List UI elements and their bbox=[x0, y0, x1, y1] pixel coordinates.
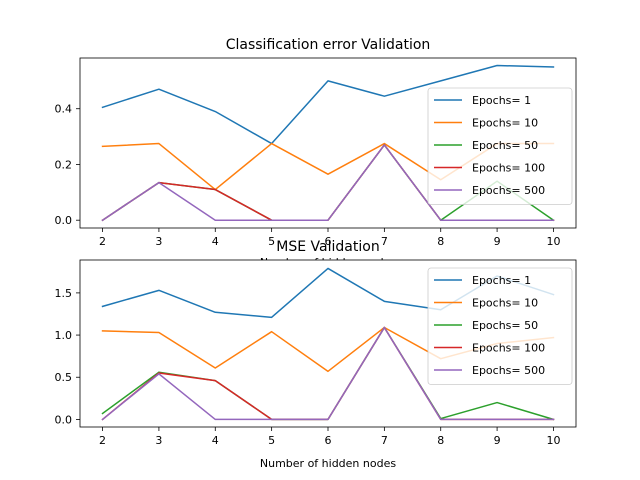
plot-area-border bbox=[79, 57, 577, 229]
x-axis-label: Number of hidden nodes bbox=[260, 457, 396, 470]
legend-label: Epochs= 100 bbox=[472, 162, 545, 175]
legend-label: Epochs= 500 bbox=[472, 364, 545, 377]
x-tick-label: 5 bbox=[268, 434, 275, 447]
x-tick-label: 2 bbox=[99, 434, 106, 447]
x-tick-label: 6 bbox=[325, 434, 332, 447]
x-tick-label: 4 bbox=[212, 235, 219, 248]
y-tick-label: 1.5 bbox=[55, 287, 73, 300]
y-tick-label: 0.2 bbox=[55, 158, 73, 171]
chart-classification-error: 2 3 4 5 6 7 8 9 10 0.0 0.2 0.4 Classification erro… bbox=[55, 37, 577, 269]
x-tick-label: 2 bbox=[99, 235, 106, 248]
legend-label: Epochs= 100 bbox=[472, 342, 545, 355]
legend-label: Epochs= 50 bbox=[472, 319, 538, 332]
chart-mse: 2 3 4 5 6 7 8 9 10 0.0 0.5 1.0 1.5 MSE Validation N… bbox=[55, 239, 577, 470]
x-tick-label: 6 bbox=[325, 235, 332, 248]
series-line-0 bbox=[101, 64, 555, 145]
legend-label: Epochs= 50 bbox=[472, 139, 538, 152]
plot-area-border bbox=[79, 259, 577, 428]
chart-title: MSE Validation bbox=[276, 239, 379, 255]
y-tick-label: 0.4 bbox=[55, 103, 73, 116]
y-tick-label: 0.0 bbox=[55, 214, 73, 227]
legend-label: Epochs= 10 bbox=[472, 297, 538, 310]
x-tick-label: 4 bbox=[212, 434, 219, 447]
y-tick-label: 0.5 bbox=[55, 371, 73, 384]
x-tick-label: 9 bbox=[494, 235, 501, 248]
legend-label: Epochs= 1 bbox=[472, 274, 531, 287]
x-tick-label: 8 bbox=[437, 235, 444, 248]
y-tick-label: 1.0 bbox=[55, 329, 73, 342]
x-tick-label: 5 bbox=[268, 235, 275, 248]
series-line-4 bbox=[101, 144, 555, 222]
x-tick-label: 3 bbox=[155, 434, 162, 447]
x-tick-label: 10 bbox=[546, 235, 560, 248]
series-line-4 bbox=[101, 326, 555, 421]
x-ticks: 2 3 4 5 6 7 8 9 10 bbox=[99, 228, 560, 248]
legend-label: Epochs= 500 bbox=[472, 184, 545, 197]
x-tick-label: 10 bbox=[546, 434, 560, 447]
y-ticks: 0.0 0.5 1.0 1.5 bbox=[55, 287, 80, 426]
legend-box bbox=[427, 267, 573, 385]
x-tick-label: 7 bbox=[381, 434, 388, 447]
x-tick-label: 3 bbox=[155, 235, 162, 248]
x-tick-label: 7 bbox=[381, 235, 388, 248]
legend-box bbox=[427, 87, 573, 205]
x-ticks: 2 3 4 5 6 7 8 9 10 bbox=[99, 427, 560, 447]
y-tick-label: 0.0 bbox=[55, 413, 73, 426]
legend-label: Epochs= 1 bbox=[472, 94, 531, 107]
x-tick-label: 9 bbox=[494, 434, 501, 447]
legend-label: Epochs= 10 bbox=[472, 117, 538, 130]
x-tick-label: 8 bbox=[437, 434, 444, 447]
chart-title: Classification error Validation bbox=[226, 37, 431, 53]
y-ticks: 0.0 0.2 0.4 bbox=[55, 103, 80, 227]
legend: Epochs= 1 Epochs= 10 Epochs= 50 Epochs= 100… bbox=[427, 87, 573, 205]
legend: Epochs= 1 Epochs= 10 Epochs= 50 Epochs= 100… bbox=[427, 267, 573, 385]
